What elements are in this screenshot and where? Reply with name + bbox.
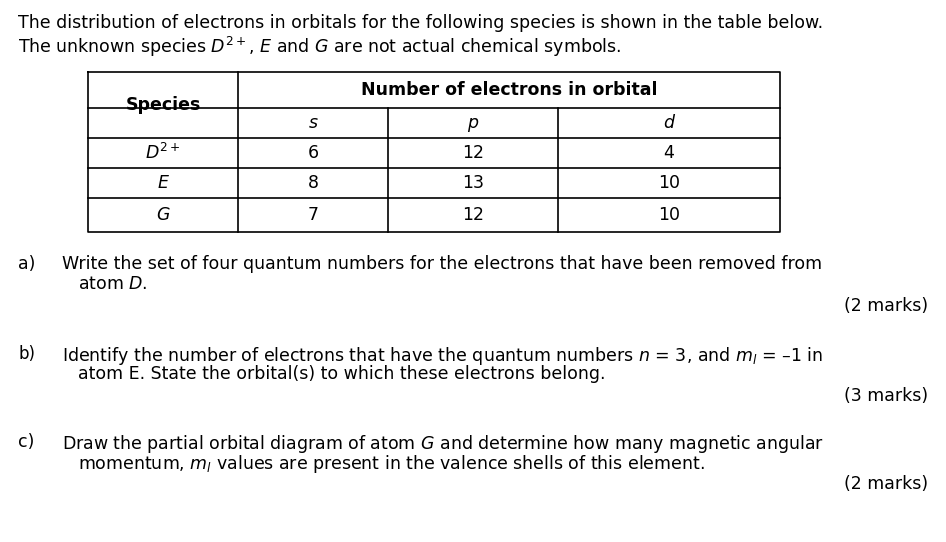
Text: d: d <box>663 114 674 132</box>
Text: 12: 12 <box>462 206 484 224</box>
Text: Draw the partial orbital diagram of atom $G$ and determine how many magnetic ang: Draw the partial orbital diagram of atom… <box>62 433 824 455</box>
Text: (3 marks): (3 marks) <box>844 387 928 405</box>
Text: (2 marks): (2 marks) <box>844 475 928 493</box>
Text: p: p <box>467 114 479 132</box>
Text: (2 marks): (2 marks) <box>844 297 928 315</box>
Text: The distribution of electrons in orbitals for the following species is shown in : The distribution of electrons in orbital… <box>18 14 823 32</box>
Text: Identify the number of electrons that have the quantum numbers $n$ = 3, and $m_l: Identify the number of electrons that ha… <box>62 345 823 367</box>
Text: The unknown species $D^{2+}$, $E$ and $G$ are not actual chemical symbols.: The unknown species $D^{2+}$, $E$ and $G… <box>18 35 622 59</box>
Text: Write the set of four quantum numbers for the electrons that have been removed f: Write the set of four quantum numbers fo… <box>62 255 822 273</box>
Text: Species: Species <box>125 96 201 114</box>
Text: 10: 10 <box>658 206 680 224</box>
Text: 6: 6 <box>307 144 319 162</box>
Text: 12: 12 <box>462 144 484 162</box>
Text: $D^{2+}$: $D^{2+}$ <box>145 143 181 163</box>
Text: 13: 13 <box>462 174 484 192</box>
Text: 10: 10 <box>658 174 680 192</box>
Text: c): c) <box>18 433 34 451</box>
Text: $G$: $G$ <box>156 206 170 224</box>
Text: a): a) <box>18 255 35 273</box>
Text: atom $D$.: atom $D$. <box>78 275 148 293</box>
Text: $E$: $E$ <box>156 174 169 192</box>
Text: atom E. State the orbital(s) to which these electrons belong.: atom E. State the orbital(s) to which th… <box>78 365 605 383</box>
Text: 4: 4 <box>663 144 674 162</box>
Text: Number of electrons in orbital: Number of electrons in orbital <box>360 81 657 99</box>
Text: s: s <box>308 114 318 132</box>
Text: 7: 7 <box>307 206 319 224</box>
Text: momentum, $m_l$ values are present in the valence shells of this element.: momentum, $m_l$ values are present in th… <box>78 453 705 475</box>
Text: b): b) <box>18 345 35 363</box>
Text: 8: 8 <box>307 174 319 192</box>
